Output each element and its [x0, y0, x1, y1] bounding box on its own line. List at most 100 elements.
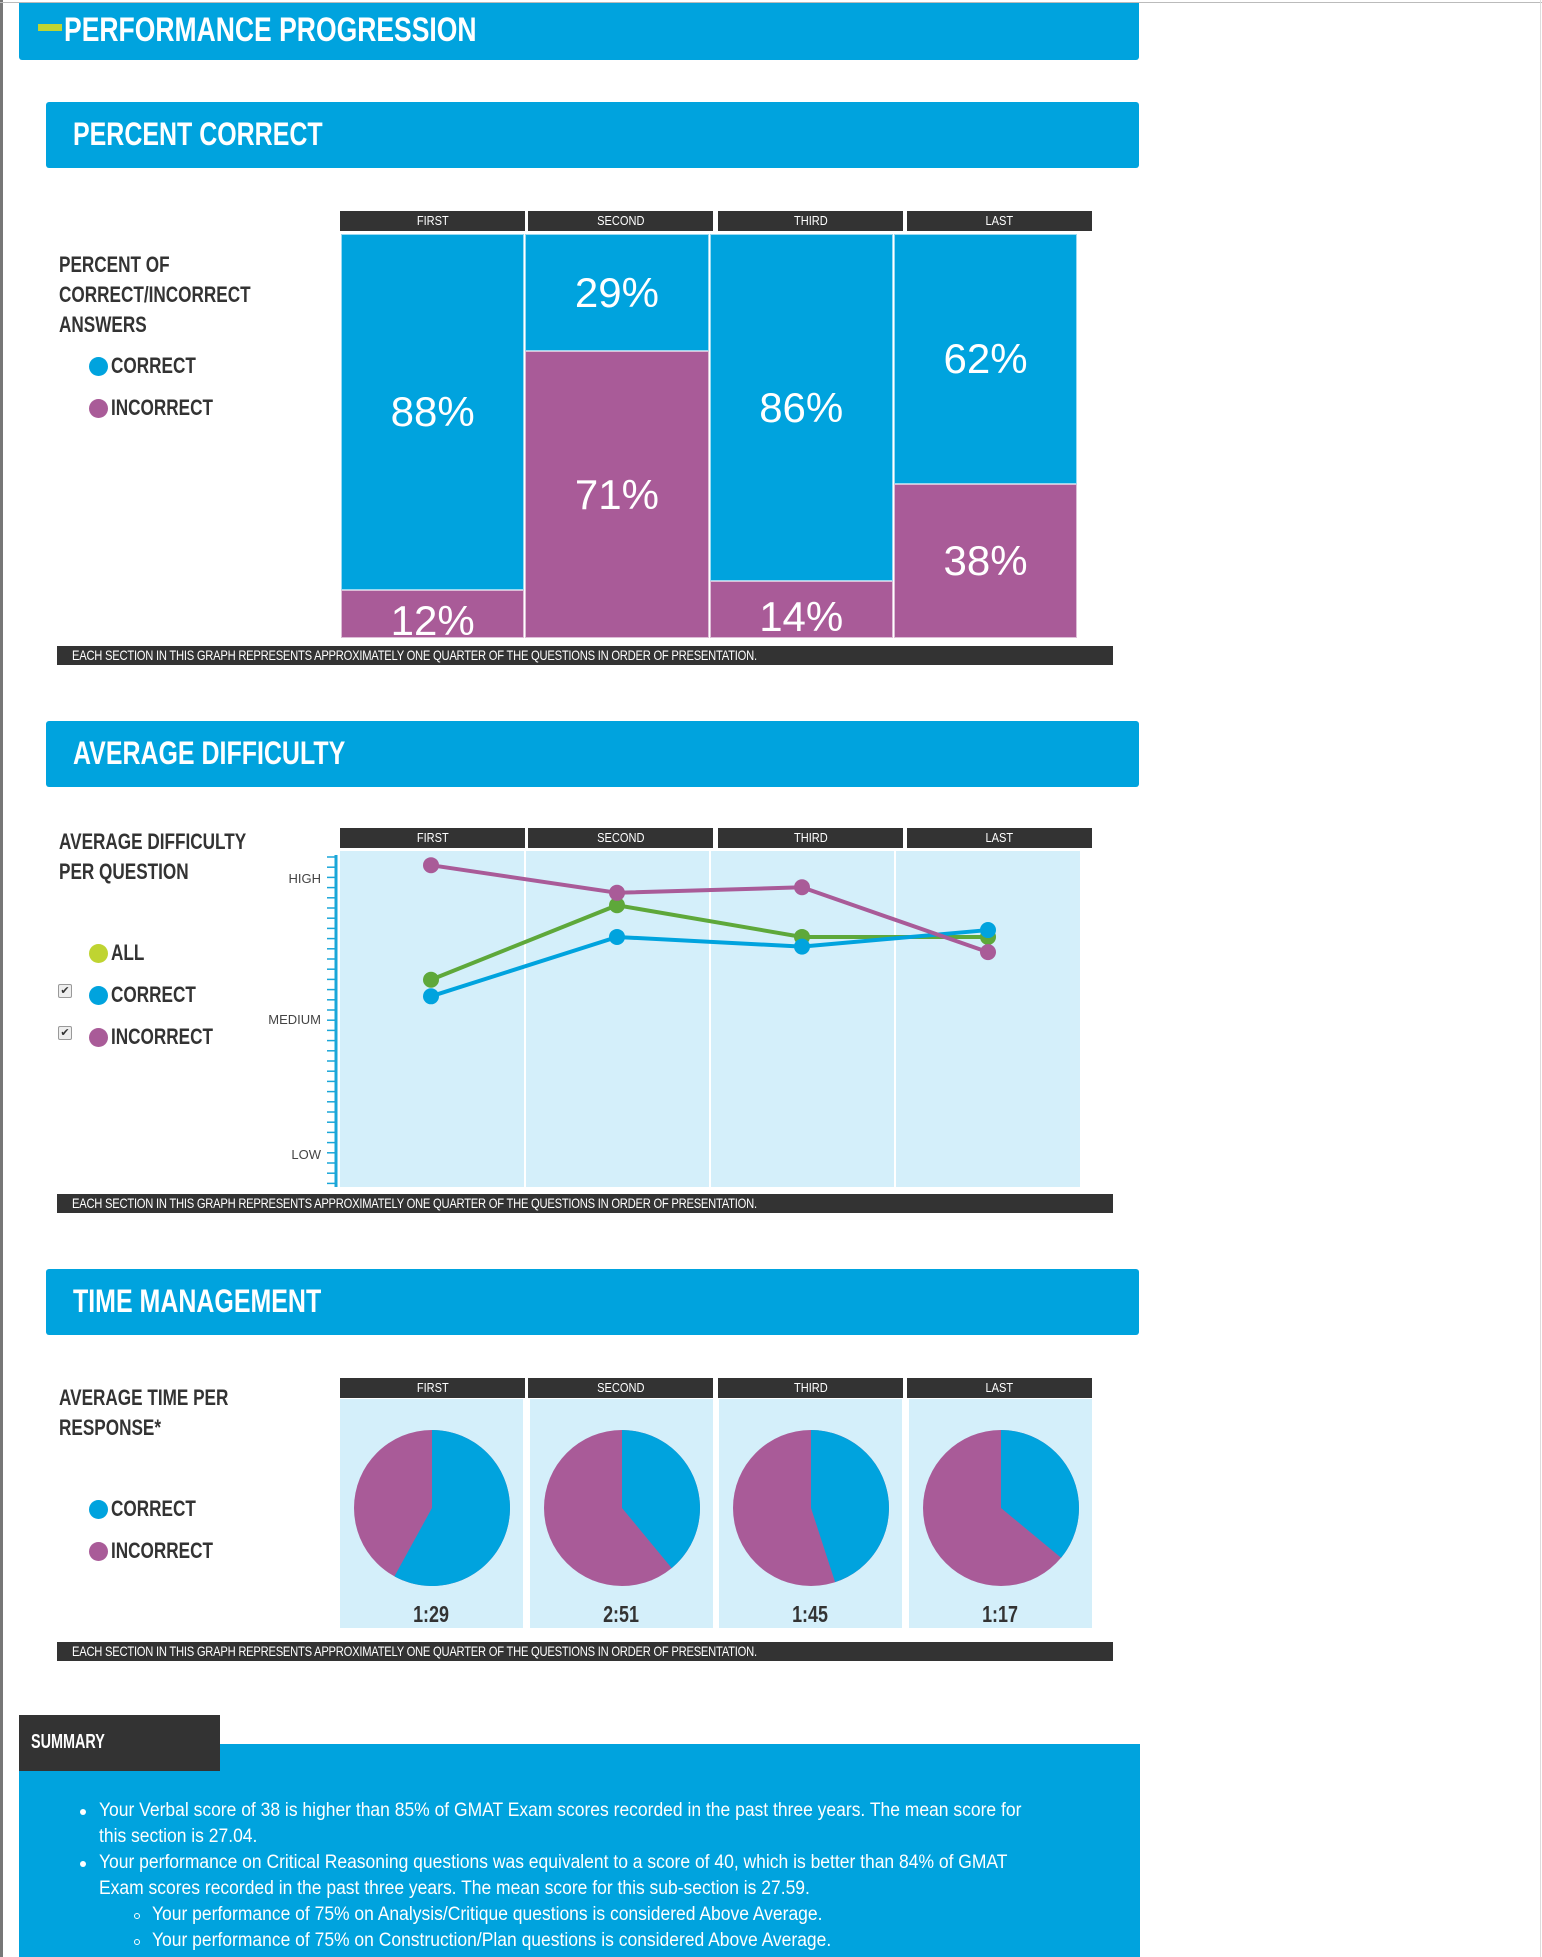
pie-chart: [923, 1430, 1079, 1586]
section-title: TIME MANAGEMENT: [73, 1283, 322, 1319]
incorrect-checkbox[interactable]: ✔: [58, 1026, 72, 1040]
time-management-label: AVERAGE TIME PER RESPONSE*: [59, 1383, 276, 1443]
pie-panel-third: 1:45: [719, 1399, 902, 1628]
average-difficulty-note: EACH SECTION IN THIS GRAPH REPRESENTS AP…: [57, 1194, 1113, 1213]
pie-chart: [544, 1430, 700, 1586]
column-header-label: FIRST: [416, 213, 449, 228]
point-all-second: [609, 897, 625, 914]
summary-tab[interactable]: SUMMARY: [19, 1715, 220, 1771]
pie-slice-correct: [1001, 1430, 1079, 1558]
label-line: RESPONSE*: [59, 1415, 162, 1440]
label-line: ANSWERS: [59, 312, 147, 337]
legend-correct-dot: [89, 357, 108, 376]
summary-item: Your performance of 75% on Analysis/Crit…: [152, 1904, 881, 1926]
line-all: [430, 903, 988, 982]
label-line: CORRECT/INCORRECT: [59, 282, 251, 307]
window-border-top: [0, 2, 1542, 3]
bar-data-label: 86%: [759, 383, 844, 431]
point-correct-third: [794, 938, 810, 955]
summary-text: Your Verbal score of 38 is higher than 8…: [99, 1800, 1022, 1821]
legend-incorrect-dot: [89, 399, 108, 418]
circle-bullet-icon: [134, 1913, 140, 1919]
summary-text: Your performance of 75% on Analysis/Crit…: [152, 1904, 823, 1925]
legend-incorrect-label: INCORRECT: [111, 395, 214, 420]
section-title: PERCENT CORRECT: [73, 116, 323, 152]
column-header-label: LAST: [985, 1380, 1014, 1395]
legend-all-dot: [89, 944, 108, 963]
average-time-label: 2:51: [603, 1601, 640, 1627]
incorrect-bar-last: 38%: [893, 484, 1078, 638]
label-line: AVERAGE TIME PER: [59, 1385, 229, 1410]
point-incorrect-first: [423, 857, 439, 874]
point-all-first: [423, 971, 439, 988]
y-tick-medium: MEDIUM: [268, 1012, 321, 1027]
label-line: PER QUESTION: [59, 859, 189, 884]
pie-slice-correct: [622, 1430, 700, 1569]
disc-bullet-icon: [80, 1809, 86, 1815]
summary-text: Exam scores recorded in the past three y…: [99, 1878, 810, 1899]
pie-slice-correct: [394, 1430, 511, 1586]
bar-data-label: 88%: [390, 387, 475, 435]
point-correct-first: [423, 988, 439, 1005]
bar-data-label: 14%: [759, 592, 844, 640]
bar-data-label: 62%: [943, 335, 1028, 383]
column-header-second: SECOND: [528, 1378, 713, 1398]
average-difficulty-label: AVERAGE DIFFICULTY PER QUESTION: [59, 827, 299, 887]
average-time: 1:17: [909, 1601, 1092, 1628]
legend-correct-dot: [89, 1500, 108, 1519]
bar-data-label: 71%: [574, 470, 659, 518]
column-header-first: FIRST: [340, 211, 525, 231]
column-header-label: SECOND: [596, 213, 645, 228]
column-header-label: LAST: [985, 213, 1014, 228]
incorrect-bar-second: 71%: [525, 351, 709, 638]
summary-tab-label: SUMMARY: [31, 1731, 105, 1753]
average-difficulty-header: AVERAGE DIFFICULTY: [46, 721, 1139, 787]
point-incorrect-second: [609, 884, 625, 901]
correct-checkbox[interactable]: ✔: [58, 984, 72, 998]
column-header-second: SECOND: [528, 828, 713, 848]
point-incorrect-last: [980, 944, 996, 961]
summary-item: Your Verbal score of 38 is higher than 8…: [99, 1800, 1102, 1822]
percent-correct-header: PERCENT CORRECT: [46, 102, 1139, 168]
summary-item: this section is 27.04.: [99, 1826, 271, 1848]
point-incorrect-third: [794, 879, 810, 896]
column-header-first: FIRST: [340, 1378, 525, 1398]
column-header-last: LAST: [907, 1378, 1092, 1398]
average-time-label: 1:29: [413, 1601, 450, 1627]
collapse-minus-icon[interactable]: [38, 24, 62, 31]
bar-data-label: 12%: [390, 596, 475, 644]
page-title: PERFORMANCE PROGRESSION: [64, 11, 477, 49]
note-text: EACH SECTION IN THIS GRAPH REPRESENTS AP…: [72, 1643, 757, 1659]
summary-panel: [19, 1744, 1140, 1957]
legend-all-label: ALL: [111, 940, 145, 965]
incorrect-bar-third: 14%: [709, 581, 893, 640]
y-tick-high: HIGH: [288, 871, 322, 886]
legend-correct-label: CORRECT: [111, 982, 196, 1007]
column-header-label: SECOND: [596, 830, 645, 845]
average-time-label: 1:45: [792, 1601, 829, 1627]
disc-bullet-icon: [80, 1861, 86, 1867]
legend-correct-label: CORRECT: [111, 1496, 196, 1521]
column-header-label: FIRST: [416, 830, 449, 845]
pie-panel-second: 2:51: [530, 1399, 713, 1628]
percent-correct-label: PERCENT OF CORRECT/INCORRECT ANSWERS: [59, 250, 305, 340]
column-header-last: LAST: [907, 828, 1092, 848]
column-header-last: LAST: [907, 211, 1092, 231]
performance-progression-header[interactable]: PERFORMANCE PROGRESSION: [19, 3, 1139, 60]
column-header-label: THIRD: [793, 830, 828, 845]
pie-chart: [733, 1430, 889, 1586]
legend-correct-label: CORRECT: [111, 353, 196, 378]
label-line: AVERAGE DIFFICULTY: [59, 829, 247, 854]
percent-correct-note: EACH SECTION IN THIS GRAPH REPRESENTS AP…: [57, 646, 1113, 665]
point-correct-last: [980, 922, 996, 939]
line-correct: [430, 928, 989, 999]
bar-data-label: 29%: [574, 268, 659, 316]
column-header-first: FIRST: [340, 828, 525, 848]
incorrect-bar-first: 12%: [341, 589, 525, 644]
correct-bar-last: 62%: [893, 234, 1078, 485]
summary-item: Your performance of 75% on Construction/…: [152, 1930, 890, 1952]
point-all-third: [794, 928, 810, 945]
time-management-note: EACH SECTION IN THIS GRAPH REPRESENTS AP…: [57, 1642, 1113, 1661]
scrollbar-edge: [1540, 0, 1541, 1957]
average-time-label: 1:17: [982, 1601, 1019, 1627]
